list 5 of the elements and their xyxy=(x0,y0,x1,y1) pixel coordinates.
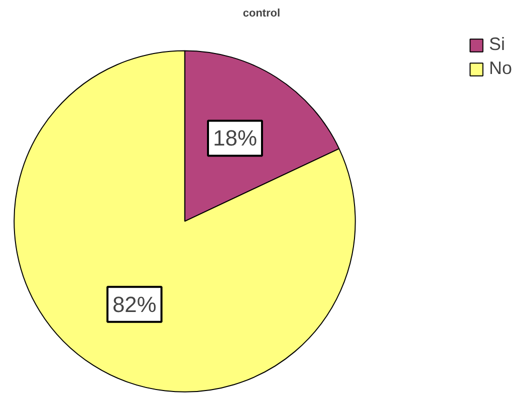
data-label: 18% xyxy=(212,126,258,151)
legend-label: No xyxy=(488,58,512,79)
data-label: 82% xyxy=(112,292,156,317)
chart-title: control xyxy=(242,8,280,20)
legend-label: Si xyxy=(488,34,506,55)
